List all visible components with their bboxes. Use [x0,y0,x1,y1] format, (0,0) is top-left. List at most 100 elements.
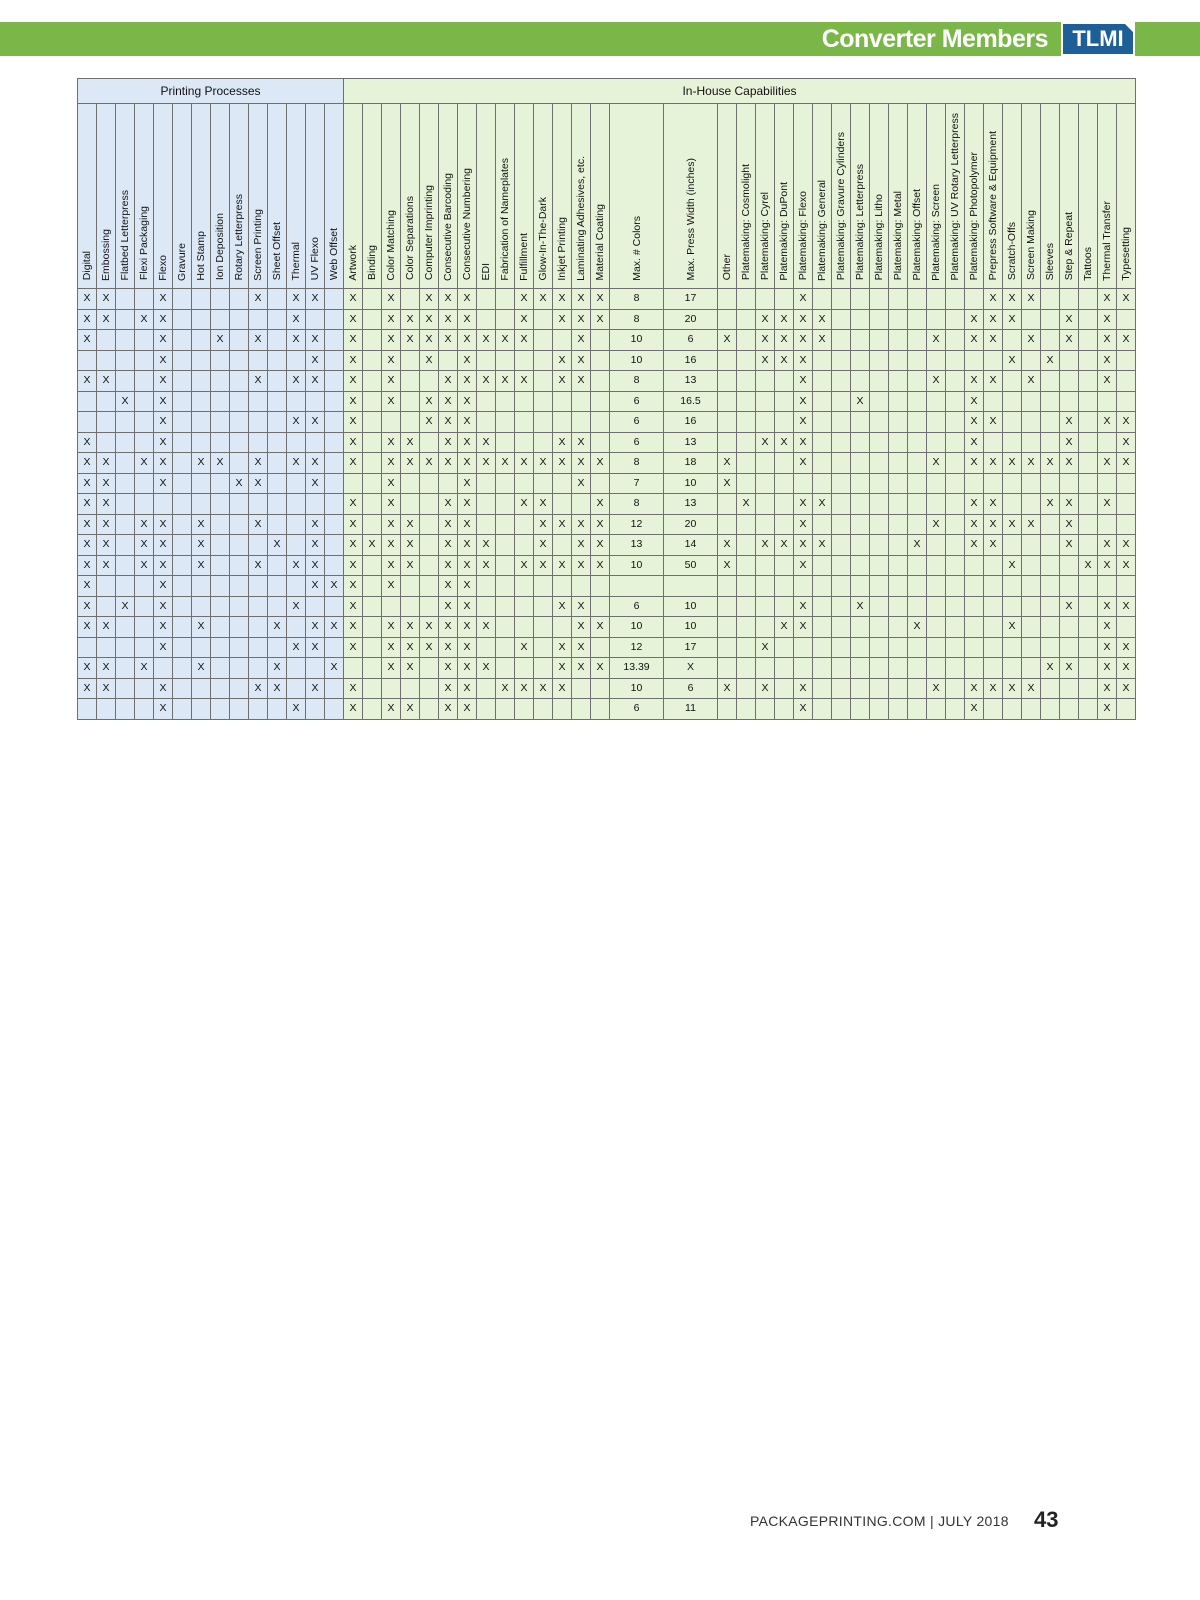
table-cell [476,411,496,433]
table-cell [229,698,249,720]
converter-members-table: Printing Processes In-House Capabilities D… [77,78,1136,720]
table-cell [926,636,946,658]
column-header: Thermal [286,103,306,289]
table-cell: X [1059,452,1079,474]
table-cell: X [400,452,420,474]
table-cell: X [248,554,268,576]
table-cell [831,308,851,330]
table-cell: 7 [609,472,664,494]
table-cell [191,390,211,412]
table-cell: X [850,595,870,617]
table-cell [1040,390,1060,412]
table-cell: X [77,370,97,392]
table-cell [1021,657,1041,679]
table-cell [590,472,610,494]
table-cell [907,513,927,535]
table-cell: X [457,575,477,597]
table-cell [229,349,249,371]
column-header: Platemaking: Gravure Cylinders [831,103,851,289]
table-cell [191,677,211,699]
table-cell [172,390,192,412]
table-cell [419,575,439,597]
table-cell [495,411,515,433]
table-cell [495,575,515,597]
table-cell [774,411,794,433]
table-cell: X [457,472,477,494]
table-cell [134,595,154,617]
table-cell [717,288,737,310]
table-cell: X [381,554,401,576]
column-header: Hot Stamp [191,103,211,289]
table-cell [850,493,870,515]
table-cell: X [983,677,1003,699]
column-header-label: Flexi Packaging [138,206,150,281]
column-header-label: Platemaking: UV Rotary Letterpress [949,113,961,281]
column-header: Computer Imprinting [419,103,439,289]
table-cell [1021,472,1041,494]
table-cell [793,657,813,679]
column-header: Platemaking: General [812,103,832,289]
table-cell: X [438,595,458,617]
table-cell: X [717,329,737,351]
column-header: Flexi Packaging [134,103,154,289]
table-cell: X [419,288,439,310]
table-cell [907,288,927,310]
table-cell: X [305,616,325,638]
table-cell: X [793,534,813,556]
table-cell [964,554,984,576]
table-cell [831,390,851,412]
table-cell [362,390,382,412]
table-cell [964,595,984,617]
table-cell [419,657,439,679]
table-cell: 12 [609,636,664,658]
table-cell [267,349,287,371]
table-cell [812,636,832,658]
table-cell [983,472,1003,494]
table-cell [362,657,382,679]
table-cell [774,288,794,310]
table-cell: 13 [663,370,718,392]
table-cell: X [964,513,984,535]
table-cell [476,698,496,720]
table-cell [533,370,553,392]
table-cell [514,431,534,453]
table-cell: X [457,534,477,556]
table-cell [736,513,756,535]
table-cell [172,657,192,679]
table-cell [514,472,534,494]
table-cell [1002,636,1022,658]
table-cell [1078,636,1098,658]
table-cell [1078,288,1098,310]
table-cell: X [983,493,1003,515]
table-cell: X [1059,493,1079,515]
table-cell [774,677,794,699]
table-cell [869,288,889,310]
table-cell [907,636,927,658]
table-cell [663,575,718,597]
column-header-label: Sleeves [1044,243,1056,281]
table-cell [590,698,610,720]
table-cell [305,390,325,412]
table-cell: 6 [609,595,664,617]
column-header: Flatbed Letterpress [115,103,135,289]
column-header: Platemaking: DuPont [774,103,794,289]
table-cell [1059,677,1079,699]
column-header-label: Thermal [290,241,302,281]
table-cell [888,493,908,515]
table-cell [210,411,230,433]
table-cell [172,534,192,556]
column-header: Color Separations [400,103,420,289]
table-cell: 10 [663,616,718,638]
table-cell [362,595,382,617]
table-cell [945,390,965,412]
table-cell [945,534,965,556]
table-cell [115,329,135,351]
table-cell [907,677,927,699]
column-header: Laminating Adhesives, etc. [571,103,591,289]
column-header-label: Consecutive Numbering [461,168,473,281]
table-cell [945,616,965,638]
table-cell [1002,390,1022,412]
table-cell: X [381,493,401,515]
table-cell [926,431,946,453]
table-cell: X [552,370,572,392]
